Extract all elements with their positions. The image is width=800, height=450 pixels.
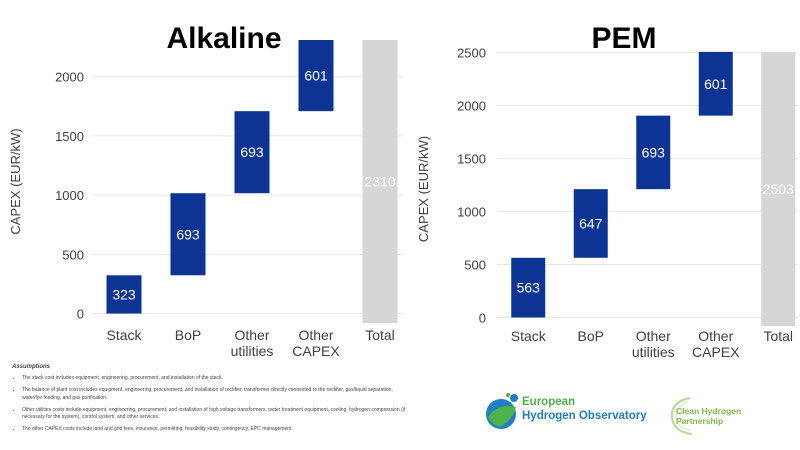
waterfall-bar — [106, 275, 142, 314]
y-axis-label: CAPEX (EUR/kW) — [416, 136, 431, 242]
y-tick-label: 500 — [62, 247, 84, 262]
assumptions-title: Assumptions — [12, 364, 51, 370]
assumption-item: Other utilities costs include equipment,… — [22, 407, 412, 421]
assumption-item: The balance of plant cost includes equip… — [22, 387, 412, 401]
european-hydrogen-observatory-logo: European Hydrogen Observatory — [482, 391, 662, 437]
bar-value-label: 601 — [304, 68, 328, 84]
chart-title: PEM — [591, 22, 656, 55]
waterfall-bar — [170, 193, 206, 276]
x-category-label: Other — [234, 327, 269, 343]
chp-logo-line2: Partnership — [676, 416, 724, 426]
bar-value-label: 563 — [517, 280, 541, 296]
observatory-globe-icon — [486, 393, 518, 429]
assumption-item: The stack cost includes equipment, engin… — [22, 375, 412, 382]
y-tick-label: 0 — [479, 311, 486, 326]
y-tick-label: 1000 — [55, 188, 84, 203]
y-axis-label: CAPEX (EUR/kW) — [8, 128, 23, 234]
waterfall-bar — [511, 257, 546, 318]
eho-logo-line1: European — [522, 396, 576, 408]
bar-value-label: 693 — [240, 144, 264, 160]
x-category-label: BoP — [578, 328, 604, 344]
x-category-label: Other — [698, 328, 733, 344]
bar-value-label: 2503 — [763, 181, 794, 197]
x-category-label: BoP — [175, 327, 201, 343]
x-category-label: CAPEX — [692, 344, 740, 360]
waterfall-bar — [698, 51, 733, 116]
y-tick-label: 1000 — [457, 204, 486, 219]
y-tick-label: 1500 — [55, 129, 84, 144]
bar-value-label: 601 — [704, 76, 728, 92]
y-tick-label: 2000 — [457, 98, 486, 113]
bar-value-label: 693 — [642, 144, 666, 160]
total-bar — [362, 40, 398, 323]
assumption-item: The other CAPEX costs include land and g… — [22, 426, 412, 433]
y-tick-label: 2500 — [457, 45, 486, 60]
assumptions-panel: Assumptions The stack cost includes equi… — [12, 364, 412, 438]
alkaline-chart: 0 500 1000 1500 2000 Alkaline CAPEX (EUR/kW) 32… — [8, 22, 403, 359]
x-category-label: Other — [298, 327, 333, 343]
chp-logo-line1: Clean Hydrogen — [676, 406, 742, 416]
y-tick-label: 500 — [464, 257, 486, 272]
eho-logo-line2: Hydrogen Observatory — [522, 410, 647, 422]
pem-chart: 0 500 1000 1500 2000 2500 PEM CAPEX (EUR/kW) 563… — [416, 22, 798, 360]
x-category-label: utilities — [632, 344, 675, 360]
x-category-label: Total — [763, 328, 793, 344]
partnership-swirl-icon — [670, 396, 693, 436]
x-category-label: Stack — [511, 328, 547, 344]
y-tick-label: 1500 — [457, 151, 486, 166]
clean-hydrogen-partnership-logo: Clean Hydrogen Partnership — [668, 394, 778, 438]
chart-title: Alkaline — [166, 22, 281, 55]
waterfall-bar — [573, 189, 608, 258]
bar-value-label: 693 — [176, 226, 200, 242]
x-category-label: CAPEX — [292, 343, 340, 359]
waterfall-bar — [234, 111, 270, 194]
bar-value-label: 647 — [579, 215, 603, 231]
total-bar — [761, 52, 796, 326]
assumptions-list: The stack cost includes equipment, engin… — [12, 375, 412, 433]
y-tick-label: 2000 — [55, 70, 84, 85]
y-tick-label: 0 — [77, 307, 84, 322]
x-category-label: Total — [365, 327, 395, 343]
waterfall-bar — [636, 115, 671, 190]
x-category-label: Stack — [106, 327, 142, 343]
waterfall-bar — [298, 40, 334, 112]
bar-value-label: 2310 — [364, 174, 395, 190]
x-category-label: Other — [636, 328, 671, 344]
x-category-label: utilities — [231, 343, 274, 359]
bar-value-label: 323 — [112, 286, 136, 302]
